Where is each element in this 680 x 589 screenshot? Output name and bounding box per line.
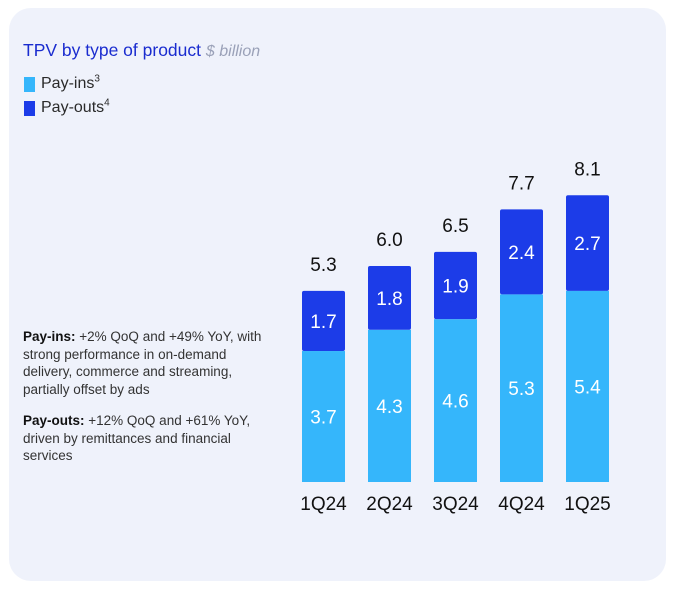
label-payins-4q24: 5.3 bbox=[508, 379, 534, 400]
x-tick-4q24: 4Q24 bbox=[498, 494, 545, 515]
label-payouts-4q24: 2.4 bbox=[508, 243, 535, 264]
x-tick-2q24: 2Q24 bbox=[366, 494, 413, 515]
payins-note: Pay-ins: +2% QoQ and +49% YoY, with stro… bbox=[23, 329, 262, 397]
x-tick-3q24: 3Q24 bbox=[432, 494, 479, 515]
label-payouts-1q25: 2.7 bbox=[574, 234, 600, 255]
chart-title: TPV by type of product $ billion bbox=[23, 40, 260, 61]
bar-payins-2q24 bbox=[368, 329, 411, 482]
label-total-1q25: 8.1 bbox=[574, 159, 600, 180]
label-payins-1q24: 3.7 bbox=[310, 408, 336, 429]
label-payins-2q24: 4.3 bbox=[376, 397, 402, 418]
label-total-2q24: 6.0 bbox=[376, 230, 402, 251]
legend-label-payins: Pay-ins3 bbox=[41, 73, 100, 92]
bar-payins-1q25 bbox=[566, 290, 609, 482]
chart-title-text: TPV by type of product bbox=[23, 40, 202, 60]
bar-payouts-3q24 bbox=[434, 251, 477, 320]
bar-payins-4q24 bbox=[500, 294, 543, 482]
bar-payouts-4q24 bbox=[500, 209, 543, 295]
legend: Pay-ins3 Pay-outs4 bbox=[24, 72, 110, 120]
bar-payins-1q24 bbox=[302, 351, 345, 482]
legend-swatch-payouts bbox=[24, 100, 35, 116]
label-payins-3q24: 4.6 bbox=[442, 392, 468, 413]
chart-unit: $ billion bbox=[205, 43, 261, 60]
bar-payouts-2q24 bbox=[368, 266, 411, 330]
payouts-note: Pay-outs: +12% QoQ and +61% YoY, driven … bbox=[23, 413, 251, 463]
commentary: Pay-ins: +2% QoQ and +49% YoY, with stro… bbox=[23, 328, 263, 479]
bar-payins-3q24 bbox=[434, 319, 477, 482]
label-total-1q24: 5.3 bbox=[310, 255, 336, 276]
label-payouts-1q24: 1.7 bbox=[310, 312, 336, 333]
label-total-3q24: 6.5 bbox=[442, 216, 468, 237]
legend-swatch-payins bbox=[24, 76, 35, 92]
legend-label-payouts: Pay-outs4 bbox=[41, 97, 110, 116]
label-payouts-2q24: 1.8 bbox=[376, 289, 402, 310]
bar-payouts-1q25 bbox=[566, 195, 609, 291]
legend-item-payins: Pay-ins3 bbox=[24, 72, 110, 96]
label-payins-1q25: 5.4 bbox=[574, 377, 601, 398]
label-payouts-3q24: 1.9 bbox=[442, 277, 468, 298]
label-total-4q24: 7.7 bbox=[508, 173, 534, 194]
x-tick-1q24: 1Q24 bbox=[300, 494, 347, 515]
x-tick-1q25: 1Q25 bbox=[564, 494, 610, 515]
bar-payouts-1q24 bbox=[302, 290, 345, 352]
legend-item-payouts: Pay-outs4 bbox=[24, 96, 110, 120]
